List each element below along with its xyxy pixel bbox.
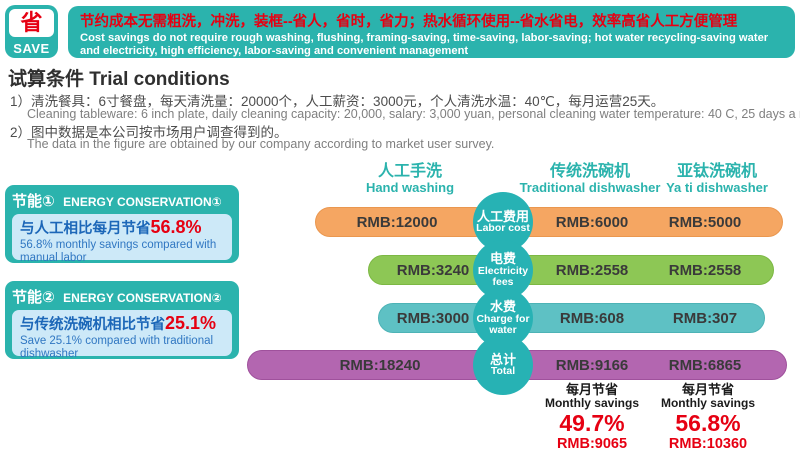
panel-2-lead: 与传统洗碗机相比节省25.1% — [20, 313, 224, 334]
savings-2-cn: 每月节省 — [681, 382, 734, 397]
labor-cost-yati-value: RMB:5000 — [668, 214, 742, 231]
column-header-traditional-dishwasher: 传统洗碗机 Traditional dishwasher — [495, 163, 685, 196]
panel-2-header: 节能② ENERGY CONSERVATION② — [12, 286, 232, 307]
water-circle-label: 水费 Charge for water — [473, 288, 533, 348]
electricity-fees-bar — [368, 255, 774, 285]
water-hand-washing-value: RMB:3000 — [396, 310, 470, 327]
save-badge-cn-box: 省 — [9, 9, 54, 37]
panel-1-header: 节能① ENERGY CONSERVATION① — [12, 190, 232, 211]
panel-1-title-cn: 节能① — [12, 193, 55, 210]
water-label-en: Charge for water — [476, 312, 530, 336]
labor-cost-traditional-value: RMB:6000 — [555, 214, 629, 231]
electricity-traditional-value: RMB:2558 — [555, 262, 629, 279]
labor-cost-bar — [315, 207, 783, 237]
condition-1-cn: 1）清洗餐具：6寸餐盘，每天清洗量：20000个，人工薪资：3000元，个人清洗… — [10, 94, 665, 109]
savings-1-cn: 每月节省 — [565, 382, 618, 397]
energy-conservation-panel-1: 节能① ENERGY CONSERVATION① 与人工相比每月节省56.8% … — [5, 185, 239, 264]
condition-2-cn: 2）图中数据是本公司按市场用户调查得到的。 — [10, 125, 288, 140]
savings-2-amount: RMB:10360 — [668, 436, 748, 452]
banner-title-en: Cost savings do not require rough washin… — [80, 32, 769, 58]
column-3-cn: 亚钛洗碗机 — [676, 163, 757, 180]
monthly-savings-yati: 每月节省 Monthly savings 56.8% RMB:10360 — [623, 383, 793, 452]
total-label-cn: 总计 — [489, 351, 516, 367]
electricity-hand-washing-value: RMB:3240 — [396, 262, 470, 279]
column-3-en: Ya ti dishwasher — [666, 180, 768, 196]
save-badge: 省 SAVE — [5, 5, 58, 58]
savings-2-en: Monthly savings — [660, 395, 755, 410]
panel-2-title-cn: 节能② — [12, 289, 55, 306]
panel-2-lead-cn: 与传统洗碗机相比节省 — [20, 317, 165, 333]
water-charge-bar — [378, 303, 765, 333]
panel-1-lead: 与人工相比每月节省56.8% — [20, 217, 224, 238]
electricity-yati-value: RMB:2558 — [668, 262, 742, 279]
save-badge-en: SAVE — [13, 41, 50, 56]
panel-2-percent: 25.1% — [165, 313, 217, 333]
condition-1-en: Cleaning tableware: 6 inch plate, daily … — [27, 107, 800, 121]
savings-2-percent: 56.8% — [675, 409, 741, 436]
column-2-en: Traditional dishwasher — [519, 180, 661, 196]
panel-1-body: 与人工相比每月节省56.8% 56.8% monthly savings com… — [12, 214, 232, 264]
panel-1-title-en: ENERGY CONSERVATION① — [63, 195, 222, 209]
header-banner: 节约成本无需粗洗，冲洗，装框--省人，省时，省力；热水循环使用--省水省电，效率… — [68, 6, 795, 58]
column-2-cn: 传统洗碗机 — [549, 163, 630, 180]
labor-cost-label-cn: 人工费用 — [476, 208, 529, 224]
savings-1-en: Monthly savings — [544, 395, 639, 410]
save-badge-cn: 省 — [20, 10, 43, 35]
trial-conditions-title: 试算条件 Trial conditions — [8, 69, 230, 90]
condition-2-en: The data in the figure are obtained by o… — [27, 137, 495, 151]
water-traditional-value: RMB:608 — [559, 310, 625, 327]
total-yati-value: RMB:6865 — [668, 357, 742, 374]
panel-1-percent: 56.8% — [150, 217, 202, 237]
labor-cost-hand-washing-value: RMB:12000 — [356, 214, 438, 231]
panel-1-lead-cn: 与人工相比每月节省 — [20, 221, 151, 237]
banner-title-cn: 节约成本无需粗洗，冲洗，装框--省人，省时，省力；热水循环使用--省水省电，效率… — [80, 14, 738, 30]
panel-2-title-en: ENERGY CONSERVATION② — [63, 291, 222, 305]
panel-2-desc: Save 25.1% compared with traditional dis… — [20, 335, 214, 361]
labor-cost-label-en: Labor cost — [476, 222, 530, 235]
total-traditional-value: RMB:9166 — [555, 357, 629, 374]
labor-cost-circle-label: 人工费用 Labor cost — [473, 192, 533, 252]
energy-conservation-panel-2: 节能② ENERGY CONSERVATION② 与传统洗碗机相比节省25.1%… — [5, 281, 239, 360]
panel-2-body: 与传统洗碗机相比节省25.1% Save 25.1% compared with… — [12, 310, 232, 360]
total-hand-washing-value: RMB:18240 — [339, 357, 421, 374]
panel-1-desc: 56.8% monthly savings compared with manu… — [20, 239, 217, 265]
column-1-cn: 人工手洗 — [377, 163, 442, 180]
total-circle-label: 总计 Total — [473, 335, 533, 395]
savings-1-percent: 49.7% — [559, 409, 625, 436]
water-label-cn: 水费 — [489, 299, 516, 315]
electricity-label-en: Electricity fees — [477, 264, 529, 288]
column-1-en: Hand washing — [365, 180, 455, 196]
electricity-label-cn: 电费 — [489, 251, 516, 267]
total-label-en: Total — [490, 365, 516, 378]
water-yati-value: RMB:307 — [672, 310, 738, 327]
column-header-hand-washing: 人工手洗 Hand washing — [320, 163, 500, 196]
column-header-yati-dishwasher: 亚钛洗碗机 Ya ti dishwasher — [622, 163, 800, 196]
